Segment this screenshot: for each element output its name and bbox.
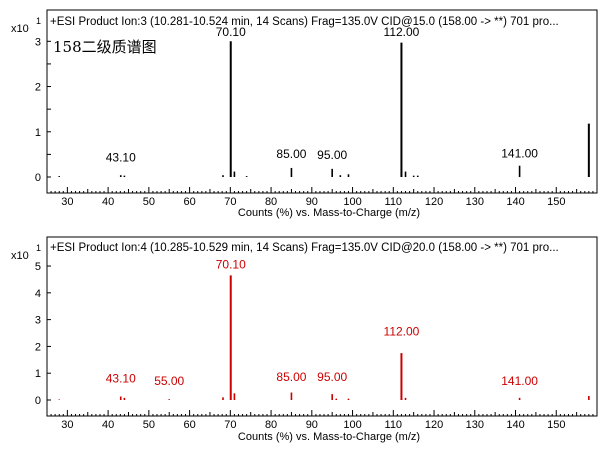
panel2-x-tick-label: 110 <box>385 419 403 431</box>
panel2-frame <box>46 236 598 417</box>
panel2-x-tick-label: 50 <box>143 419 155 431</box>
panel2-x-tick-label: 150 <box>547 419 565 431</box>
panel2-peak-label: 55.00 <box>154 374 184 388</box>
panel1-x-tick-label: 110 <box>385 196 403 208</box>
panel1-peak-label: 70.10 <box>216 25 246 39</box>
panel1-x-tick-label: 90 <box>306 196 318 208</box>
panel1-x-tick-label: 80 <box>265 196 277 208</box>
panel1-x-tick-label: 120 <box>425 196 443 208</box>
panel2-scale-exponent: 1 <box>36 243 41 253</box>
panel2-peak-label: 43.10 <box>106 371 136 385</box>
panel2-x-tick-label: 140 <box>506 419 524 431</box>
panel1-x-tick-label: 30 <box>61 196 73 208</box>
panel2-x-tick-label: 90 <box>306 419 318 431</box>
panel2-x-tick-label: 100 <box>343 419 361 431</box>
panel2-x-axis-label: Counts (%) vs. Mass-to-Charge (m/z) <box>238 431 420 443</box>
panel1-scale-exponent: 1 <box>36 16 41 26</box>
panel1-x-tick-label: 60 <box>183 196 195 208</box>
panel1-x-axis-label: Counts (%) vs. Mass-to-Charge (m/z) <box>238 207 420 219</box>
panel1-frame <box>46 9 598 194</box>
panel1-x-tick-label: 140 <box>506 196 524 208</box>
panel2-x-tick-label: 80 <box>265 419 277 431</box>
panel1-scale-label: x10 <box>11 23 29 35</box>
panel1-peak-label: 95.00 <box>317 148 347 162</box>
panel2-peak-label: 85.00 <box>276 370 306 384</box>
panel2-x-tick-label: 120 <box>425 419 443 431</box>
panel2-y-tick-label: 4 <box>35 288 41 300</box>
panel2-y-tick-label: 3 <box>35 315 41 327</box>
panel2-title: +ESI Product Ion:4 (10.285-10.529 min, 1… <box>50 242 559 254</box>
panel1-peak-label: 43.10 <box>106 150 136 164</box>
panel2-x-tick-label: 70 <box>224 419 236 431</box>
panel2-y-tick-label: 0 <box>35 395 41 407</box>
panel1-y-tick-label: 2 <box>35 82 41 94</box>
panel2-peak-label: 95.00 <box>317 370 347 384</box>
panel1-x-tick-label: 100 <box>343 196 361 208</box>
panel1-x-tick-label: 130 <box>466 196 484 208</box>
panel2-scale-label: x10 <box>11 250 29 262</box>
panel1-peak-label: 112.00 <box>384 25 420 39</box>
panel2-x-tick-label: 40 <box>102 419 114 431</box>
panel1-annotation: 158二级质谱图 <box>53 38 157 56</box>
panel1-y-tick-label: 3 <box>35 36 41 48</box>
panel1-y-tick-label: 1 <box>35 127 41 139</box>
panel1-y-tick-label: 0 <box>35 172 41 184</box>
panel1-title: +ESI Product Ion:3 (10.281-10.524 min, 1… <box>50 16 559 28</box>
panel2-y-tick-label: 5 <box>35 261 41 273</box>
panel1-x-tick-label: 40 <box>102 196 114 208</box>
panel1-x-tick-label: 70 <box>224 196 236 208</box>
panel2-y-tick-label: 1 <box>35 368 41 380</box>
panel1-x-tick-label: 150 <box>547 196 565 208</box>
panel2-peak-label: 70.10 <box>216 257 246 271</box>
panel2-peak-label: 141.00 <box>501 374 538 388</box>
panel2-peak-label: 112.00 <box>384 324 420 338</box>
panel1-peak-label: 141.00 <box>501 146 538 160</box>
panel1-peak-label: 85.00 <box>276 147 306 161</box>
panel2-y-tick-label: 2 <box>35 341 41 353</box>
panel1-x-tick-label: 50 <box>143 196 155 208</box>
panel2-x-tick-label: 130 <box>466 419 484 431</box>
panel2-x-tick-label: 30 <box>61 419 73 431</box>
panel2-x-tick-label: 60 <box>183 419 195 431</box>
